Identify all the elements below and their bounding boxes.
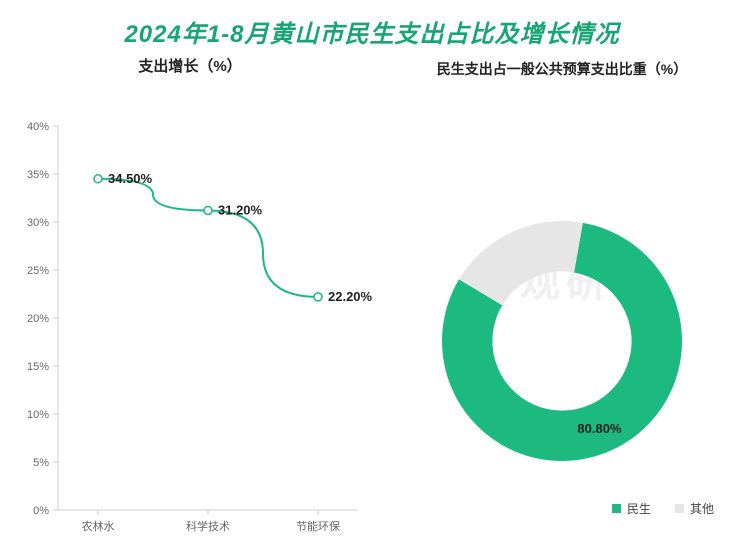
y-tick-label: 30% [27, 217, 49, 229]
y-tick-label: 25% [27, 265, 49, 277]
legend-item-other: 其他 [675, 500, 714, 517]
y-tick-label: 0% [33, 505, 49, 517]
donut-chart-svg [380, 79, 744, 509]
legend-label: 其他 [690, 500, 714, 517]
legend-swatch-icon [675, 504, 684, 513]
donut-legend: 民生 其他 [612, 500, 714, 517]
donut-percentage-label: 80.80% [577, 421, 621, 436]
line-data-label: 31.20% [218, 202, 263, 217]
main-title: 2024年1-8月黄山市民生支出占比及增长情况 [0, 0, 744, 49]
y-tick-label: 15% [27, 361, 49, 373]
legend-label: 民生 [627, 500, 651, 517]
line-chart-svg: 0% 5% 10% 15% 20% 25% 30% 35% 40% 农林水 科学技术 节能环保 34.… [0, 76, 380, 536]
line-data-label: 22.20% [328, 289, 373, 304]
y-tick-label: 40% [27, 121, 49, 133]
y-tick-label: 35% [27, 169, 49, 181]
line-marker [204, 206, 212, 214]
legend-item-minsheng: 民生 [612, 500, 651, 517]
line-marker [314, 293, 322, 301]
x-category-label: 科学技术 [186, 519, 230, 533]
line-marker [94, 175, 102, 183]
line-chart-panel: 支出增长（%） 0% 5% 10% 15% 20% 25% 30% 35% 40% 农林水 科学技术… [0, 49, 380, 539]
x-category-label: 农林水 [82, 519, 115, 533]
charts-row: 支出增长（%） 0% 5% 10% 15% 20% 25% 30% 35% 40% 农林水 科学技术… [0, 49, 744, 539]
y-tick-label: 10% [27, 409, 49, 421]
x-category-label: 节能环保 [296, 519, 340, 533]
donut-chart-subtitle: 民生支出占一般公共预算支出比重（%） [380, 59, 744, 79]
line-chart-subtitle: 支出增长（%） [0, 55, 380, 76]
line-series-path [98, 179, 318, 297]
y-tick-label: 5% [33, 457, 49, 469]
donut-chart-panel: 民生支出占一般公共预算支出比重（%） 80.80% 民生 其他 [380, 49, 744, 539]
y-tick-label: 20% [27, 313, 49, 325]
line-data-label: 34.50% [108, 171, 153, 186]
legend-swatch-icon [612, 504, 621, 513]
